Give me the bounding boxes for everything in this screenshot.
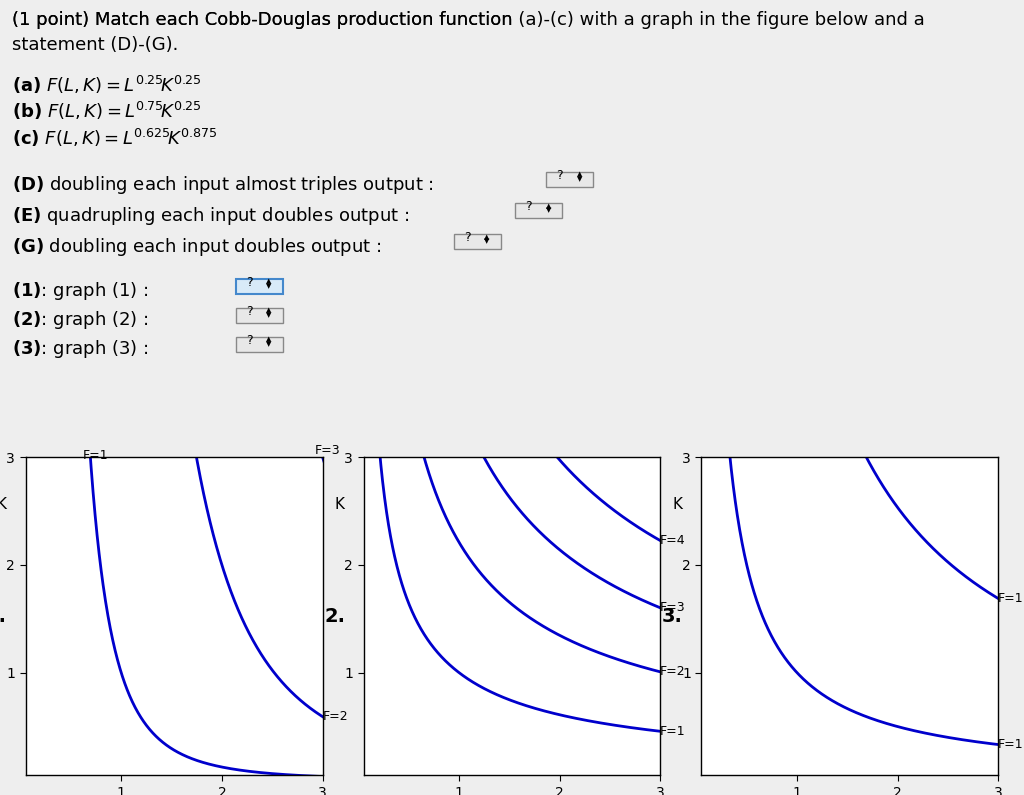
Text: K: K <box>673 498 683 512</box>
Text: ▲: ▲ <box>546 203 551 208</box>
Text: 1.: 1. <box>0 607 7 626</box>
FancyBboxPatch shape <box>236 336 283 351</box>
Text: F=4: F=4 <box>660 534 686 547</box>
Text: $\mathbf{(G)}$ doubling each input doubles output :: $\mathbf{(G)}$ doubling each input doubl… <box>12 236 382 258</box>
Text: ?: ? <box>525 200 531 213</box>
Text: F=3: F=3 <box>660 601 686 615</box>
Text: (1 point) Match each Cobb-Douglas production function ⁠: (1 point) Match each Cobb-Douglas produc… <box>12 11 519 29</box>
Text: ?: ? <box>556 169 562 182</box>
Text: ▲: ▲ <box>577 172 582 177</box>
Text: ▼: ▼ <box>266 341 271 347</box>
Text: F=2: F=2 <box>323 710 348 723</box>
Text: F=1: F=1 <box>660 725 686 738</box>
Text: ▼: ▼ <box>266 312 271 318</box>
FancyBboxPatch shape <box>515 203 562 218</box>
Text: $\mathbf{(E)}$ quadrupling each input doubles output :: $\mathbf{(E)}$ quadrupling each input do… <box>12 205 410 227</box>
Text: (1 point) Match each Cobb-Douglas production function: (1 point) Match each Cobb-Douglas produc… <box>12 11 519 29</box>
Text: K: K <box>0 498 7 512</box>
Text: (1 point) Match each Cobb-Douglas production function (a)-(c) with a graph in th: (1 point) Match each Cobb-Douglas produc… <box>12 11 925 29</box>
Text: $\mathbf{(1)}$: graph (1) :: $\mathbf{(1)}$: graph (1) : <box>12 281 148 302</box>
FancyBboxPatch shape <box>546 172 593 187</box>
Text: 2.: 2. <box>324 607 345 626</box>
Text: F=2: F=2 <box>660 665 686 678</box>
Text: ▲: ▲ <box>266 336 271 342</box>
Text: $\mathbf{(3)}$: graph (3) :: $\mathbf{(3)}$: graph (3) : <box>12 339 148 360</box>
Text: 3.: 3. <box>663 607 683 626</box>
Text: ?: ? <box>464 231 470 244</box>
Text: ▼: ▼ <box>546 207 551 213</box>
Text: ▲: ▲ <box>266 278 271 285</box>
Text: ?: ? <box>246 304 252 318</box>
FancyBboxPatch shape <box>454 235 501 250</box>
Text: ▲: ▲ <box>266 308 271 313</box>
Text: $\mathbf{(b)}$ $F(L, K) = L^{0.75}\! K^{0.25}$: $\mathbf{(b)}$ $F(L, K) = L^{0.75}\! K^{… <box>12 100 202 122</box>
Text: K: K <box>335 498 345 512</box>
Text: F=3: F=3 <box>315 444 341 457</box>
FancyBboxPatch shape <box>236 308 283 323</box>
Text: F=1: F=1 <box>83 448 109 462</box>
Text: ▼: ▼ <box>577 176 582 182</box>
Text: ?: ? <box>246 334 252 347</box>
Text: ▼: ▼ <box>484 238 489 244</box>
Text: $\mathbf{(a)}$ $F(L, K) = L^{0.25}\! K^{0.25}$: $\mathbf{(a)}$ $F(L, K) = L^{0.25}\! K^{… <box>12 73 202 95</box>
Text: F=1.5: F=1.5 <box>998 592 1024 605</box>
Text: $\mathbf{(2)}$: graph (2) :: $\mathbf{(2)}$: graph (2) : <box>12 309 148 332</box>
Text: $\mathbf{(D)}$ doubling each input almost triples output :: $\mathbf{(D)}$ doubling each input almos… <box>12 173 434 196</box>
Text: (1 point) Match each Cobb-Douglas production function: (1 point) Match each Cobb-Douglas produc… <box>12 11 519 29</box>
Text: $\mathbf{(c)}$ $F(L, K) = L^{0.625}\! K^{0.875}$: $\mathbf{(c)}$ $F(L, K) = L^{0.625}\! K^… <box>12 127 217 149</box>
Text: ▼: ▼ <box>266 283 271 289</box>
FancyBboxPatch shape <box>236 279 283 294</box>
Text: F=1: F=1 <box>998 738 1024 751</box>
Text: statement (D)-(G).: statement (D)-(G). <box>12 36 178 53</box>
Text: ?: ? <box>246 276 252 289</box>
Text: ▲: ▲ <box>484 234 489 240</box>
